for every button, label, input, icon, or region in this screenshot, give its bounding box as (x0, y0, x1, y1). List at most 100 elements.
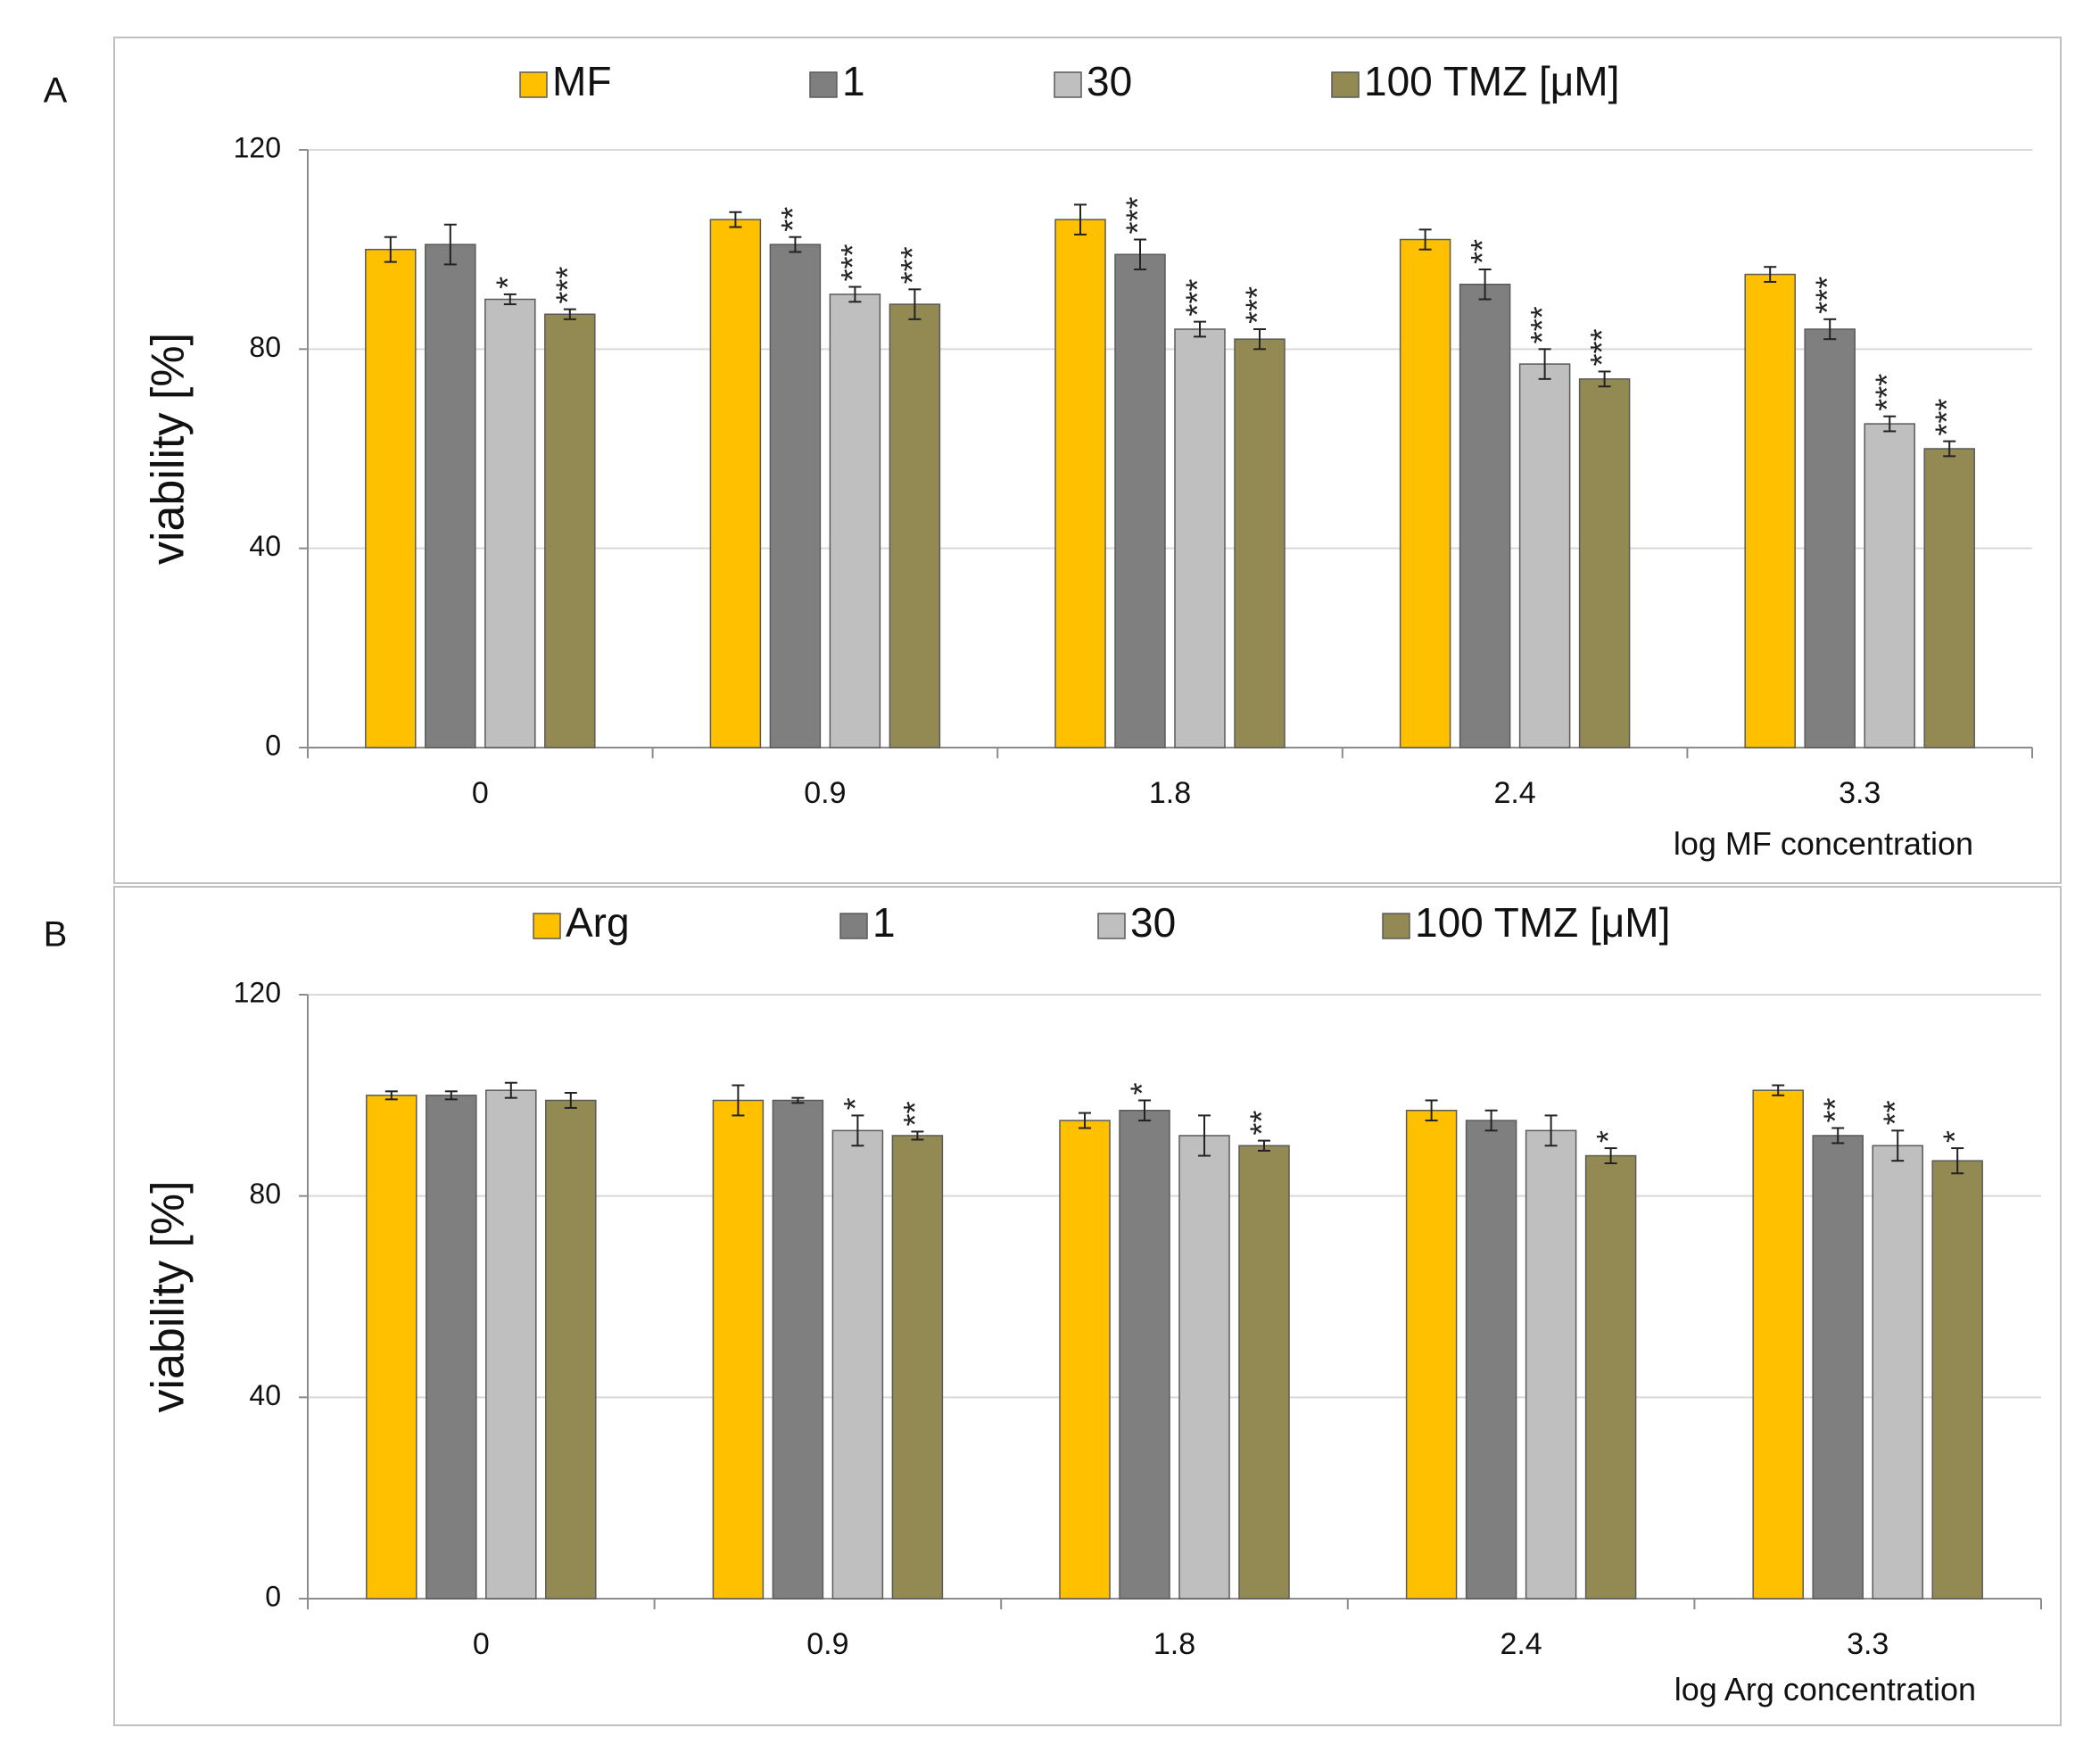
bar (831, 1129, 884, 1600)
bar (1178, 1135, 1230, 1600)
y-tick-label: 0 (265, 729, 281, 761)
bar (1864, 423, 1915, 748)
legend-label: 100 TMZ [μM] (1364, 58, 1619, 104)
y-axis-title: viability [%] (143, 1180, 194, 1412)
bar (1804, 328, 1856, 748)
bar (1405, 1110, 1458, 1600)
legend-swatch (1054, 71, 1082, 98)
bar (1578, 378, 1631, 748)
bar (425, 244, 476, 748)
legend-item: 100 TMZ [μM] (1382, 899, 1670, 946)
bar (1174, 328, 1226, 748)
legend-item: Arg (533, 899, 630, 946)
bar (1459, 284, 1511, 748)
x-tick-label: 3.3 (1839, 776, 1881, 810)
bar (1931, 1160, 1983, 1600)
bar (889, 303, 941, 748)
bar (1059, 1120, 1111, 1600)
bar (1399, 238, 1451, 748)
legend-swatch (1331, 71, 1360, 98)
bar (772, 1099, 824, 1600)
bar (1465, 1120, 1517, 1600)
legend-label: 30 (1087, 58, 1132, 104)
y-tick-label: 40 (249, 1379, 281, 1411)
x-tick-label: 1.8 (1153, 1627, 1195, 1661)
significance-label: ** (774, 207, 811, 232)
legend-item: MF (519, 58, 611, 104)
legend-item: 100 TMZ [μM] (1331, 58, 1619, 104)
bar (365, 248, 417, 748)
panel-frame (113, 886, 2062, 1726)
bar (484, 298, 536, 748)
x-tick-label: 2.4 (1493, 776, 1535, 810)
legend-label: 30 (1130, 899, 1176, 946)
significance-label: *** (549, 267, 585, 304)
y-tick-label: 120 (234, 131, 281, 163)
bar (1872, 1145, 1923, 1600)
significance-label: ** (1877, 1100, 1914, 1125)
legend-label: 1 (872, 899, 896, 946)
significance-label: *** (1120, 196, 1156, 234)
bar (1238, 1145, 1290, 1600)
legend-item: 30 (1097, 899, 1176, 946)
panel-frame (113, 37, 2062, 884)
legend-item: 1 (839, 899, 896, 946)
bar (769, 244, 822, 748)
x-tick-label: 3.3 (1847, 1627, 1889, 1661)
bar (1518, 363, 1571, 748)
y-tick-label: 40 (249, 530, 281, 562)
bar (1119, 1110, 1170, 1600)
significance-label: *** (1524, 306, 1560, 343)
bar (891, 1135, 944, 1600)
bar (1054, 219, 1106, 748)
y-tick-label: 120 (234, 976, 281, 1008)
x-tick-label: 1.8 (1149, 776, 1191, 810)
y-tick-label: 80 (249, 331, 281, 363)
bar (1525, 1129, 1577, 1600)
significance-label: *** (1869, 374, 1906, 411)
bar (1744, 273, 1796, 748)
legend-swatch (533, 913, 561, 939)
legend-swatch (839, 913, 868, 939)
bar (1923, 448, 1975, 748)
bar (485, 1089, 537, 1600)
y-tick-label: 0 (265, 1580, 281, 1612)
bar (545, 1099, 597, 1600)
legend-swatch (1382, 913, 1410, 939)
significance-label: *** (1809, 277, 1846, 314)
legend-label: Arg (566, 899, 630, 946)
x-tick-label: 2.4 (1500, 1627, 1542, 1661)
x-tick-label: 0 (472, 776, 489, 810)
x-axis-title: log MF concentration (1674, 825, 1973, 862)
significance-label: * (489, 277, 525, 289)
significance-label: *** (894, 246, 930, 284)
significance-label: ** (897, 1101, 933, 1126)
significance-label: *** (1239, 286, 1276, 324)
legend-label: 100 TMZ [μM] (1415, 899, 1670, 946)
x-axis-title: log Arg concentration (1674, 1671, 1976, 1707)
significance-label: ** (1464, 239, 1501, 264)
significance-label: * (1124, 1082, 1161, 1095)
bar (1234, 338, 1286, 748)
legend-swatch (519, 71, 548, 98)
panel-label: A (44, 71, 68, 111)
bar (426, 1095, 477, 1600)
significance-label: * (1937, 1130, 1973, 1143)
bar (1584, 1154, 1637, 1600)
x-tick-label: 0.9 (804, 776, 846, 810)
significance-label: *** (1179, 279, 1216, 317)
bar (1752, 1089, 1804, 1600)
significance-label: *** (1583, 328, 1620, 366)
bar (544, 313, 596, 748)
significance-label: ** (1817, 1097, 1854, 1122)
legend-item: 30 (1054, 58, 1132, 104)
significance-label: *** (834, 244, 871, 282)
y-tick-label: 80 (249, 1178, 281, 1210)
legend-label: 1 (842, 58, 865, 104)
bar (1114, 253, 1166, 748)
bar (829, 294, 881, 748)
legend-swatch (809, 71, 838, 98)
bar (712, 1099, 765, 1600)
